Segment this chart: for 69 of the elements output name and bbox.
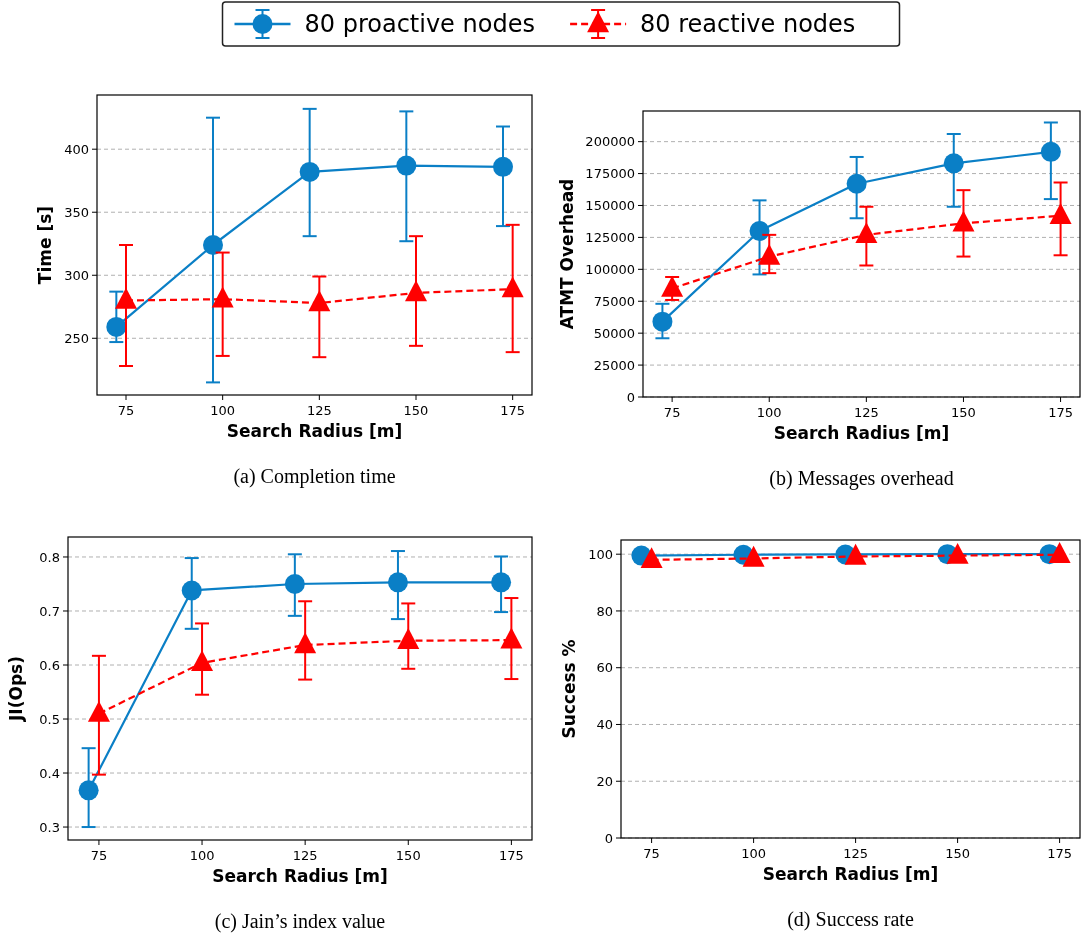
legend-label: 80 reactive nodes: [640, 10, 856, 39]
point: [405, 280, 427, 302]
y-tick-label: 350: [64, 204, 89, 220]
text: (d) Success rate: [787, 908, 914, 931]
y-tick-label: 80: [596, 603, 613, 619]
point: [211, 286, 234, 308]
x-tick-label: 75: [643, 846, 660, 861]
text: (a) Completion time: [233, 465, 396, 488]
point: [396, 155, 417, 176]
point: [203, 235, 223, 255]
x-tick-label: 75: [117, 403, 135, 418]
x-tick-label: 175: [1048, 405, 1073, 420]
point: [501, 276, 524, 298]
y-axis-title: Success %: [559, 639, 579, 739]
y-tick-label: 0.4: [39, 765, 60, 781]
y-tick-label: 0.5: [39, 711, 60, 727]
y-axis-title: Time [s]: [35, 205, 55, 285]
text: (b) Messages overhead: [769, 467, 954, 490]
x-tick-label: 125: [853, 405, 879, 420]
x-tick-label: 100: [210, 403, 236, 418]
x-tick-label: 150: [403, 403, 429, 418]
x-tick-label: 175: [498, 848, 524, 863]
x-tick-label: 100: [756, 405, 782, 420]
point: [299, 161, 320, 182]
x-axis-title: Search Radius [m]: [773, 423, 950, 443]
x-axis-title: Search Radius [m]: [226, 421, 403, 441]
y-tick-label: 250: [64, 330, 89, 346]
text: (c) Jain’s index value: [214, 910, 386, 933]
x-tick-label: 150: [945, 846, 971, 861]
y-tick-label: 300: [64, 267, 89, 283]
y-tick-label: 40: [596, 717, 613, 733]
y-tick-label: 150000: [585, 198, 635, 214]
x-tick-label: 125: [306, 403, 332, 418]
x-tick-label: 125: [292, 848, 318, 863]
y-tick-label: 125000: [585, 229, 635, 245]
y-tick-label: 0.8: [39, 549, 60, 565]
y-tick-label: 400: [64, 141, 89, 157]
x-tick-label: 175: [1047, 846, 1073, 861]
x-tick-label: 125: [843, 846, 869, 861]
point: [115, 287, 137, 309]
y-axis-title: ATMT Overhead: [557, 178, 577, 330]
y-axis-title: JI(Ops): [6, 656, 26, 722]
x-tick-label: 150: [395, 848, 421, 863]
y-tick-label: 100000: [585, 261, 635, 277]
y-tick-label: 75000: [593, 293, 635, 309]
y-tick-label: 175000: [585, 166, 635, 182]
y-tick-label: 0.3: [39, 819, 60, 835]
y-tick-label: 200000: [585, 134, 635, 150]
point: [308, 290, 331, 312]
x-tick-label: 100: [741, 846, 767, 861]
x-tick-label: 100: [189, 848, 215, 863]
x-tick-label: 150: [951, 405, 976, 420]
y-tick-label: 0: [626, 389, 635, 405]
y-tick-label: 60: [596, 660, 613, 676]
x-axis-title: Search Radius [m]: [762, 864, 939, 884]
y-tick-label: 20: [596, 773, 613, 789]
y-tick-label: 50000: [593, 325, 635, 341]
point: [106, 316, 127, 337]
y-tick-label: 100: [588, 546, 613, 562]
x-tick-label: 75: [663, 405, 681, 420]
y-tick-label: 25000: [593, 357, 635, 373]
x-tick-label: 175: [500, 403, 526, 418]
x-tick-label: 75: [90, 848, 108, 863]
x-axis-title: Search Radius [m]: [212, 866, 388, 886]
point: [493, 156, 513, 177]
y-tick-label: 0.7: [39, 603, 60, 619]
y-tick-label: 0.6: [39, 657, 60, 673]
y-tick-label: 0: [604, 830, 613, 846]
legend-label: 80 proactive nodes: [304, 10, 535, 39]
